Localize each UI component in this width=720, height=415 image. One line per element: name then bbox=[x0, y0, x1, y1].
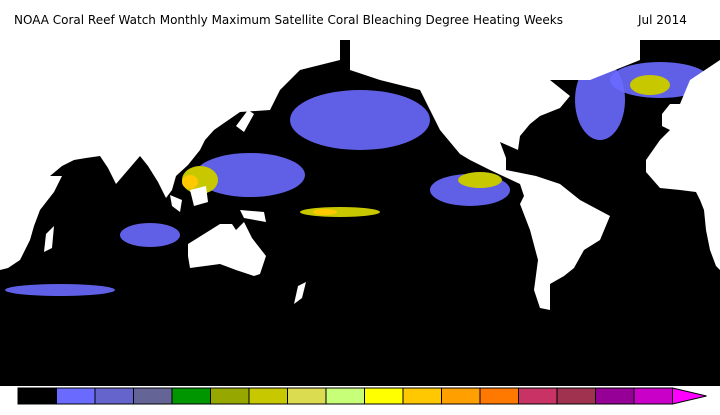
legend-label: 4 bbox=[187, 374, 195, 388]
legend-swatch bbox=[133, 387, 173, 405]
legend-label: 8 bbox=[341, 374, 349, 388]
legend-swatch bbox=[518, 387, 558, 405]
sumatra bbox=[170, 195, 182, 212]
legend-swatch bbox=[633, 387, 673, 405]
patch bbox=[313, 209, 337, 215]
patch bbox=[182, 175, 198, 189]
legend-label: 11 bbox=[453, 374, 468, 388]
patch bbox=[458, 172, 502, 188]
patch bbox=[290, 90, 430, 150]
patch bbox=[630, 75, 670, 95]
legend-label: 5 bbox=[226, 374, 234, 388]
legend-swatch bbox=[17, 387, 57, 405]
map-date: Jul 2014 bbox=[637, 13, 687, 27]
legend-label: 12 bbox=[492, 374, 507, 388]
legend-label: 6 bbox=[264, 374, 272, 388]
legend-label: 0 bbox=[33, 374, 41, 388]
legend-swatch bbox=[94, 387, 134, 405]
legend-swatch bbox=[595, 387, 635, 405]
japan bbox=[236, 110, 254, 132]
legend-label: 1 bbox=[72, 374, 80, 388]
legend-swatch bbox=[210, 387, 250, 405]
legend-label: 2 bbox=[110, 374, 118, 388]
legend-label: 14 bbox=[569, 374, 584, 388]
legend-swatch bbox=[248, 387, 288, 405]
new-guinea bbox=[240, 210, 266, 222]
americas bbox=[350, 40, 640, 310]
new-zealand bbox=[294, 282, 306, 304]
legend-arrow bbox=[672, 387, 707, 405]
legend-swatch bbox=[364, 387, 404, 405]
legend-unit: DHW bbox=[675, 374, 705, 388]
legend-swatch bbox=[171, 387, 211, 405]
legend: 0 1 2 3 4 5 6 7 8 9 10 11 12 13 14 15 16 DHW bbox=[17, 374, 707, 405]
patch bbox=[120, 223, 180, 247]
eurasia-africa bbox=[0, 40, 340, 270]
legend-label: 15 bbox=[607, 374, 622, 388]
legend-label: 16 bbox=[646, 374, 661, 388]
legend-label: 7 bbox=[303, 374, 311, 388]
legend-label: 3 bbox=[149, 374, 157, 388]
map-title: NOAA Coral Reef Watch Monthly Maximum Sa… bbox=[14, 13, 563, 27]
patch bbox=[300, 207, 380, 217]
legend-swatch bbox=[479, 387, 519, 405]
legend-swatch bbox=[325, 387, 365, 405]
legend-label: 13 bbox=[530, 374, 545, 388]
legend-swatch bbox=[556, 387, 596, 405]
legend-label: 10 bbox=[415, 374, 430, 388]
legend-swatch bbox=[56, 387, 96, 405]
heat-patches bbox=[5, 60, 710, 296]
borneo bbox=[190, 186, 208, 206]
legend-label: 9 bbox=[380, 374, 388, 388]
legend-swatch bbox=[287, 387, 327, 405]
legend-swatch bbox=[402, 387, 442, 405]
patch bbox=[195, 153, 305, 197]
land bbox=[0, 40, 720, 310]
map bbox=[0, 40, 720, 386]
legend-swatch bbox=[441, 387, 481, 405]
madagascar bbox=[44, 226, 54, 252]
patch bbox=[5, 284, 115, 296]
australia bbox=[188, 222, 266, 276]
